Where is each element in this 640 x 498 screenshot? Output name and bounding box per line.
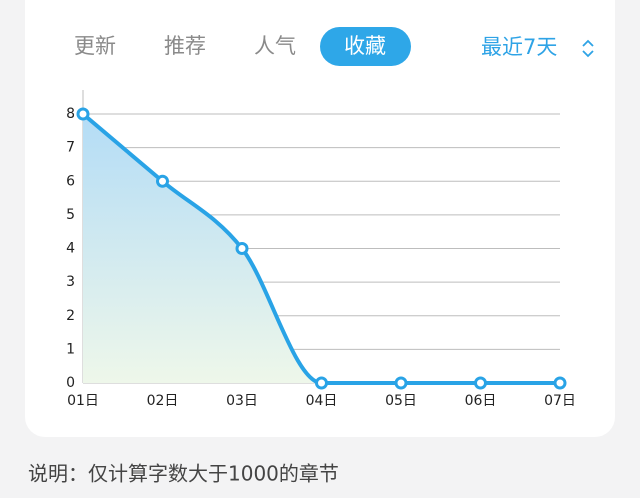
range-selector[interactable]: 最近7天 — [481, 35, 557, 59]
y-tick-label: 8 — [66, 106, 75, 122]
y-tick-label: 1 — [66, 341, 75, 357]
range-chevron[interactable] — [582, 39, 594, 58]
point — [553, 376, 567, 390]
tab[interactable]: 收藏 — [344, 34, 386, 58]
x-tick-label: 07日 — [544, 393, 576, 409]
x-tick-label: 04日 — [306, 393, 338, 409]
x-tick-label: 06日 — [465, 393, 497, 409]
y-tick-label: 7 — [66, 140, 75, 156]
y-tick-label: 4 — [66, 241, 75, 257]
x-tick-label: 01日 — [67, 393, 99, 409]
x-tick-label: 03日 — [226, 393, 258, 409]
area — [83, 114, 560, 383]
tab-bar: 更新 推荐 人气 收藏 — [74, 34, 386, 58]
tab[interactable]: 更新 — [74, 34, 116, 58]
x-tick-label: 02日 — [147, 393, 179, 409]
point — [394, 376, 408, 390]
tab[interactable]: 推荐 — [164, 34, 206, 58]
y-tick-label: 3 — [66, 274, 75, 290]
point — [315, 376, 328, 390]
point — [76, 107, 90, 121]
point — [474, 376, 487, 390]
active-tab-pill[interactable] — [320, 27, 411, 66]
tab[interactable]: 人气 — [254, 34, 296, 58]
y-tick-label: 2 — [66, 308, 75, 324]
x-tick-label: 05日 — [385, 393, 417, 409]
y-tick-label: 0 — [66, 375, 75, 391]
y-tick-label: 6 — [66, 173, 75, 189]
point — [235, 242, 249, 255]
note: 说明：仅计算字数大于1000的章节 — [28, 462, 339, 486]
chart: 0 1 2 3 4 5 6 7 8 01日 02日 03日 04日 05日 06日 07日 — [66, 90, 576, 409]
y-tick-label: 5 — [66, 207, 75, 223]
point — [156, 174, 169, 188]
